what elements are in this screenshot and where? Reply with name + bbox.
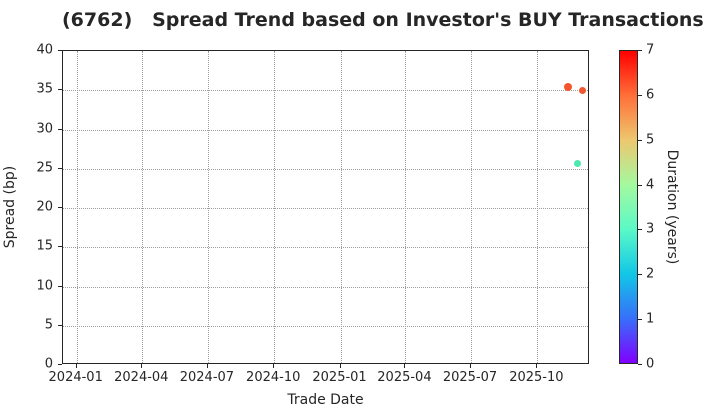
colorbar-tick-mark xyxy=(638,229,642,231)
colorbar-label: Duration (years) xyxy=(664,149,680,265)
x-gridline xyxy=(405,51,407,363)
plot-area xyxy=(62,50,589,364)
y-tick-mark xyxy=(58,50,62,51)
y-tick-label: 35 xyxy=(36,81,53,97)
x-tick-label: 2024-07 xyxy=(179,370,235,385)
x-tick-mark xyxy=(75,364,77,368)
colorbar-tick-label: 4 xyxy=(646,177,655,193)
colorbar-tick-mark xyxy=(638,319,642,321)
y-tick-mark xyxy=(58,364,62,365)
x-tick-label: 2025-01 xyxy=(312,370,367,385)
y-tick-mark xyxy=(58,324,62,326)
colorbar-tick-mark xyxy=(638,274,642,276)
colorbar-tick-label: 1 xyxy=(646,311,655,327)
colorbar-tick-label: 5 xyxy=(646,132,655,148)
x-gridline xyxy=(471,51,473,363)
y-tick-mark xyxy=(58,207,62,208)
y-tick-mark xyxy=(58,246,62,248)
data-point xyxy=(578,86,586,94)
y-tick-label: 0 xyxy=(44,356,53,372)
y-gridline xyxy=(63,168,588,170)
colorbar-tick-mark xyxy=(638,94,642,96)
colorbar-tick-mark xyxy=(638,139,642,141)
x-axis-label: Trade Date xyxy=(287,392,364,408)
x-gridline xyxy=(537,51,539,363)
x-gridline xyxy=(76,51,78,363)
x-tick-label: 2025-10 xyxy=(509,370,564,385)
x-gridline xyxy=(274,51,276,363)
x-tick-label: 2025-04 xyxy=(377,370,432,385)
y-gridline xyxy=(63,90,588,92)
x-tick-mark xyxy=(206,364,208,368)
y-tick-label: 20 xyxy=(36,199,53,215)
y-gridline xyxy=(63,286,588,288)
y-gridline xyxy=(63,129,588,131)
y-tick-label: 25 xyxy=(36,160,53,176)
x-tick-mark xyxy=(470,364,472,368)
y-gridline xyxy=(63,247,588,249)
x-tick-mark xyxy=(273,364,275,368)
x-tick-label: 2025-07 xyxy=(442,370,498,385)
y-gridline xyxy=(63,208,588,209)
y-tick-label: 30 xyxy=(36,121,53,136)
colorbar-tick-label: 0 xyxy=(646,356,655,372)
y-tick-mark xyxy=(58,285,62,287)
y-tick-label: 15 xyxy=(36,238,53,254)
y-tick-mark xyxy=(58,128,62,130)
y-tick-label: 40 xyxy=(36,42,53,58)
x-tick-mark xyxy=(404,364,406,368)
colorbar-tick-mark xyxy=(638,184,642,186)
y-tick-mark xyxy=(58,167,62,169)
x-tick-label: 2024-04 xyxy=(114,370,169,385)
y-axis-label: Spread (bp) xyxy=(2,165,18,249)
colorbar-tick-label: 3 xyxy=(646,221,655,237)
x-tick-mark xyxy=(141,364,143,368)
chart-title: (6762) Spread Trend based on Investor's … xyxy=(62,9,704,31)
colorbar-gradient xyxy=(619,50,638,364)
x-gridline xyxy=(340,51,342,363)
x-tick-label: 2024-01 xyxy=(48,370,103,385)
x-gridline xyxy=(142,51,144,363)
y-tick-label: 10 xyxy=(36,278,53,293)
x-gridline xyxy=(207,51,209,363)
y-tick-label: 5 xyxy=(44,317,53,333)
colorbar-tick-mark xyxy=(638,364,642,365)
x-tick-mark xyxy=(536,364,538,368)
data-point xyxy=(564,83,573,92)
x-tick-mark xyxy=(339,364,341,368)
y-gridline xyxy=(63,325,588,327)
colorbar-tick-mark xyxy=(638,50,642,51)
x-tick-label: 2024-10 xyxy=(246,370,301,385)
colorbar-tick-label: 2 xyxy=(646,266,655,282)
data-point xyxy=(574,159,582,167)
colorbar-tick-label: 6 xyxy=(646,87,655,103)
colorbar-tick-label: 7 xyxy=(646,42,655,58)
y-tick-mark xyxy=(58,89,62,91)
